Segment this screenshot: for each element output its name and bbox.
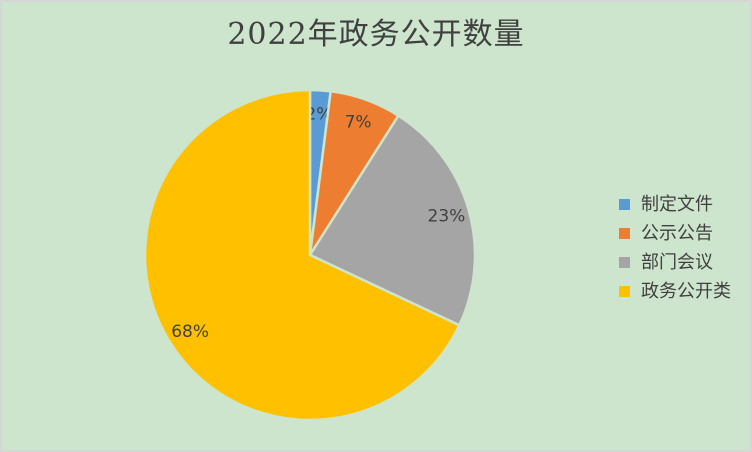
legend-item-zhiding-wenjian[interactable]: 制定文件 [619, 190, 731, 219]
legend: 制定文件 公示公告 部门会议 政务公开类 [619, 190, 731, 306]
legend-swatch-icon [619, 199, 630, 210]
legend-label: 公示公告 [641, 222, 713, 244]
legend-swatch-icon [619, 257, 630, 268]
pie-slice-4[interactable] [143, 88, 461, 422]
legend-label: 政务公开类 [641, 280, 731, 302]
pie-percent-label: 2% [305, 104, 332, 124]
legend-label: 部门会议 [641, 251, 713, 273]
pie-percent-label: 23% [428, 206, 466, 226]
legend-item-bumen-huiyi[interactable]: 部门会议 [619, 248, 731, 277]
legend-item-gongshi-gonggao[interactable]: 公示公告 [619, 219, 731, 248]
pie-slice-3[interactable] [308, 114, 477, 327]
pie-percent-label: 68% [171, 322, 209, 342]
chart-title: 2022年政务公开数量 [227, 17, 525, 52]
legend-label: 制定文件 [641, 193, 713, 215]
legend-item-zhengwu-gongkai[interactable]: 政务公开类 [619, 277, 731, 306]
legend-swatch-icon [619, 286, 630, 297]
pie-percent-label: 7% [345, 112, 372, 132]
legend-swatch-icon [619, 228, 630, 239]
